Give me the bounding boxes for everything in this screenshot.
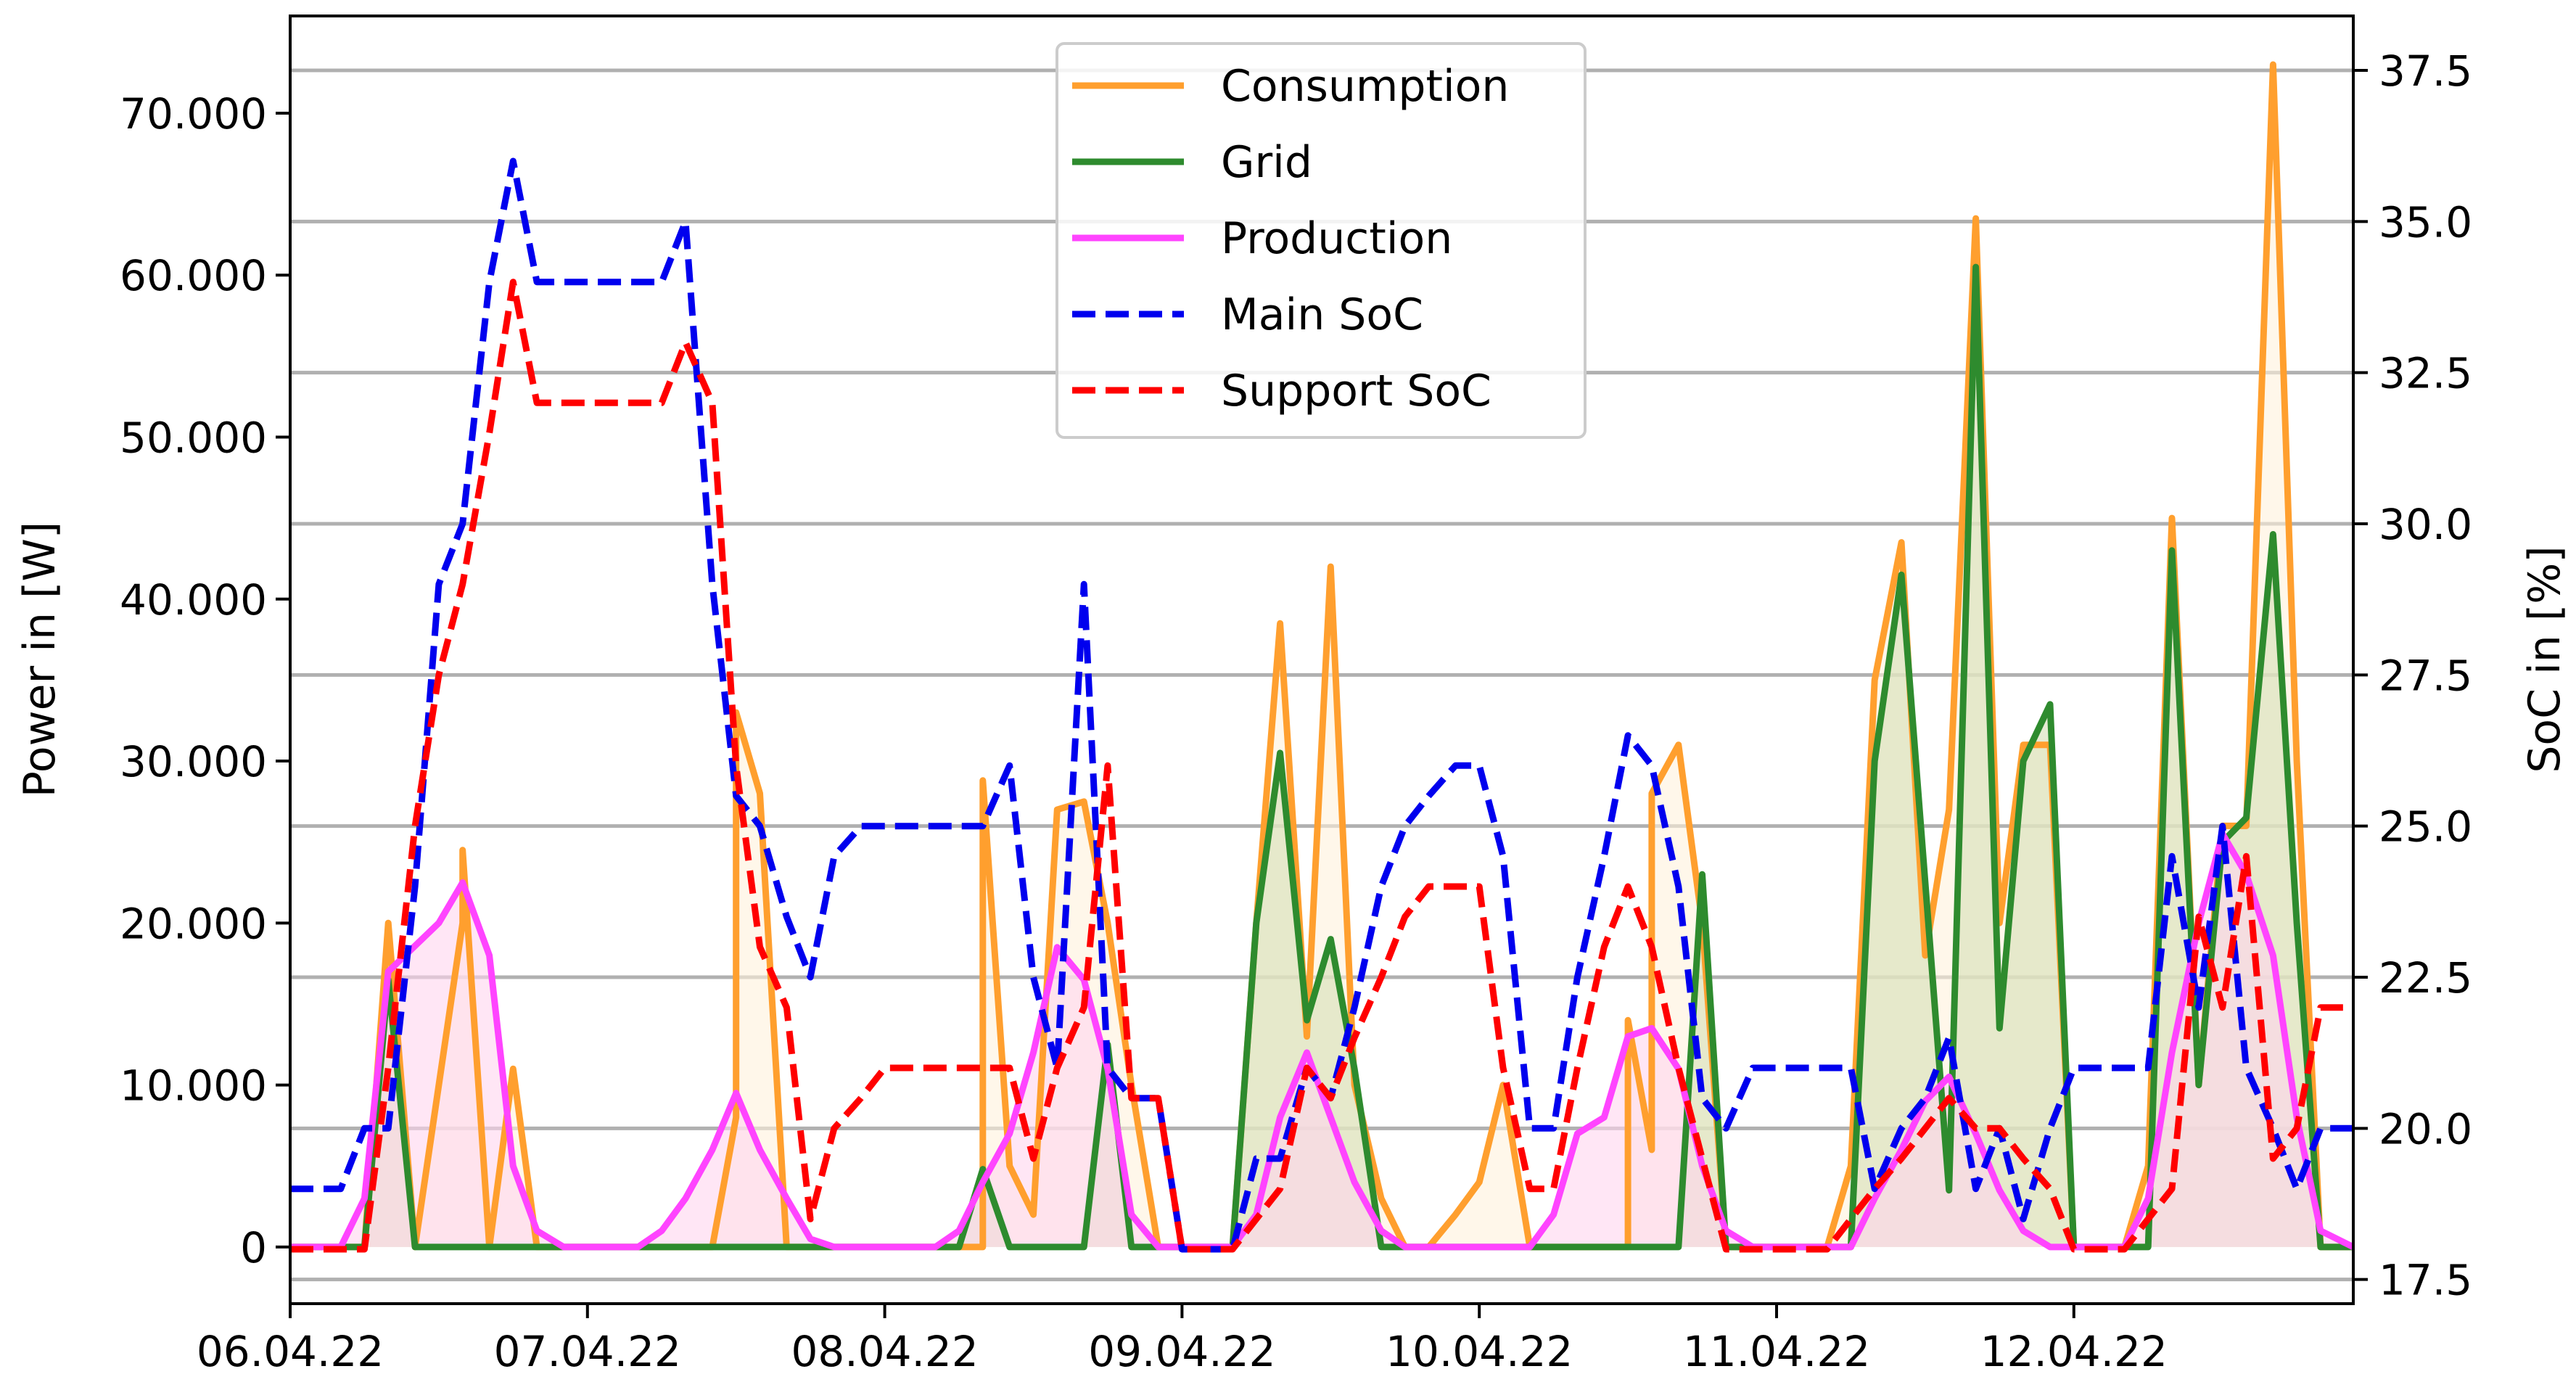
right-axis-title: SoC in [%] [2519,546,2570,773]
support-soc-line [290,279,2353,1253]
left-axis: 0 10.000 20.000 30.000 40.000 50.000 60.000 70.… [120,89,290,1272]
x-tick-label: 09.04.22 [1088,1327,1275,1376]
right-tick-label: 27.5 [2379,651,2472,700]
legend-label-grid: Grid [1221,137,1312,188]
x-tick-label: 11.04.22 [1683,1327,1870,1376]
legend: Consumption Grid Production Main SoC Support… [1055,42,1587,439]
right-tick-label: 25.0 [2379,802,2472,852]
right-tick-label: 32.5 [2379,349,2472,398]
left-tick-label: 70.000 [120,89,267,139]
left-tick-label: 30.000 [120,737,267,786]
right-tick-label: 37.5 [2379,46,2472,96]
right-tick-label: 17.5 [2379,1256,2472,1305]
x-axis: 06.04.22 07.04.22 08.04.22 09.04.22 10.04.22… [197,1304,2168,1376]
left-tick-label: 10.000 [120,1061,267,1111]
legend-label-production: Production [1221,213,1452,264]
left-tick-label: 50.000 [120,414,267,463]
grid-area [290,267,2353,1247]
consumption-line [290,61,2353,1251]
grid-line [290,263,2353,1251]
left-tick-label: 0 [240,1223,267,1272]
main-soc-line [290,157,2353,1253]
legend-box [1055,42,1587,439]
legend-label-support-soc: Support SoC [1221,366,1491,416]
x-tick-label: 06.04.22 [197,1327,384,1376]
left-tick-label: 40.000 [120,575,267,625]
legend-label-consumption: Consumption [1221,61,1509,112]
left-tick-label: 20.000 [120,899,267,948]
left-axis-title: Power in [W] [15,522,65,797]
plot-frame [289,15,2355,1305]
left-tick-label: 60.000 [120,251,267,300]
right-axis: 17.5 20.0 22.5 25.0 27.5 30.0 32.5 35.0 37.5 [2353,46,2472,1305]
right-tick-label: 30.0 [2379,500,2472,549]
legend-label-main-soc: Main SoC [1221,289,1423,340]
right-tick-label: 35.0 [2379,197,2472,247]
x-tick-label: 10.04.22 [1386,1327,1573,1376]
right-tick-label: 22.5 [2379,953,2472,1003]
production-line [290,831,2355,1251]
x-tick-label: 08.04.22 [791,1327,978,1376]
x-tick-label: 12.04.22 [1980,1327,2168,1376]
right-tick-label: 20.0 [2379,1104,2472,1153]
x-tick-label: 07.04.22 [494,1327,681,1376]
series-lines [290,61,2355,1253]
